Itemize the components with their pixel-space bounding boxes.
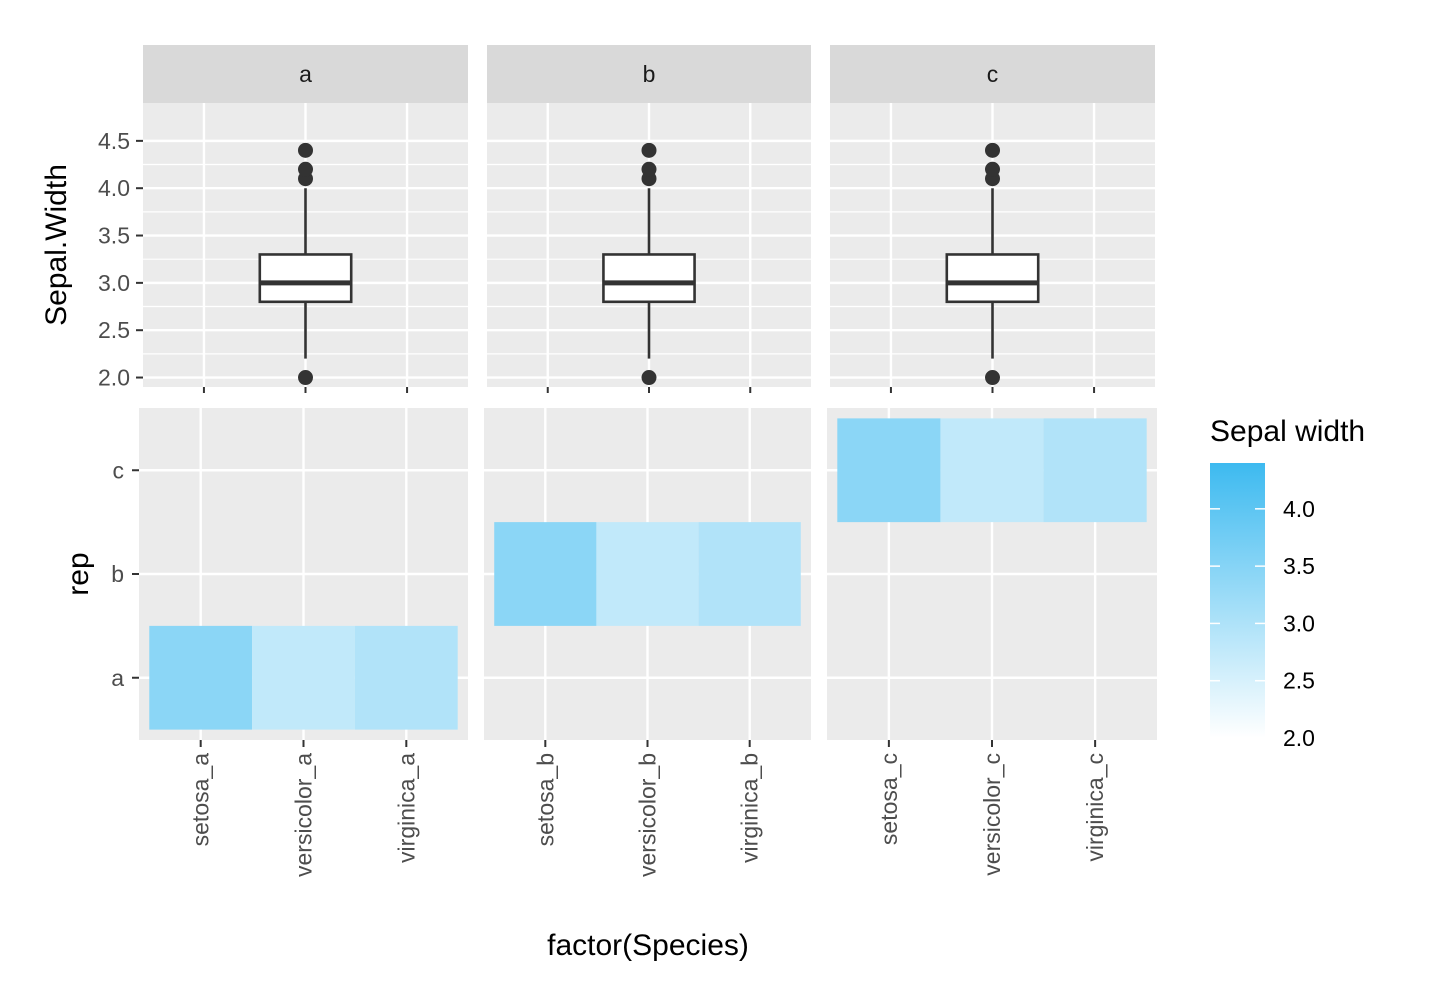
heat-tile-versicolor_a	[252, 625, 355, 730]
legend-tick-label: 3.5	[1283, 553, 1315, 579]
legend-colorbar	[1210, 463, 1265, 738]
heat-tile-setosa_b	[494, 522, 597, 626]
box-y-tick-label: 4.5	[98, 128, 130, 154]
heat-y-axis-title: rep	[62, 552, 95, 595]
heat-tile-versicolor_b	[596, 522, 699, 626]
box-outlier-point	[641, 142, 657, 158]
box-y-tick-label: 2.5	[98, 317, 130, 343]
box-outlier-point	[985, 161, 1000, 177]
facet-strip-a	[143, 45, 468, 103]
box-outlier-point	[641, 161, 657, 177]
heat-y-tick-label-b: b	[111, 561, 124, 587]
x-tick-label-virginica_c: virginica_c	[1082, 753, 1108, 862]
heat-tile-setosa_a	[149, 625, 253, 730]
legend-title: Sepal width	[1210, 415, 1365, 448]
box-y-tick-label: 4.0	[98, 175, 130, 201]
x-tick-label-setosa_a: setosa_a	[188, 753, 214, 847]
x-tick-label-virginica_b: virginica_b	[737, 753, 763, 863]
box-outlier-point	[985, 142, 1000, 158]
box-iqr	[258, 253, 353, 304]
facet-strip-label-a: a	[299, 61, 312, 87]
x-tick-label-versicolor_b: versicolor_b	[635, 753, 661, 877]
x-tick-label-setosa_c: setosa_c	[876, 753, 902, 845]
heat-tile-virginica_c	[1043, 418, 1147, 523]
box-iqr	[602, 253, 696, 304]
facet-strip-label-b: b	[643, 61, 656, 87]
x-tick-label-setosa_b: setosa_b	[532, 753, 558, 846]
x-tick-label-versicolor_a: versicolor_a	[291, 753, 317, 877]
box-iqr	[945, 253, 1040, 304]
heat-tile-virginica_a	[354, 625, 458, 730]
box-y-axis-title: Sepal.Width	[40, 164, 73, 326]
facet-strip-label-c: c	[987, 61, 999, 87]
facet-strip-b	[487, 45, 811, 103]
box-outlier-point	[298, 142, 313, 158]
box-outlier-point	[298, 161, 313, 177]
x-tick-label-versicolor_c: versicolor_c	[979, 753, 1005, 876]
box-outlier-point	[641, 370, 657, 386]
box-y-tick-label: 3.5	[98, 223, 130, 249]
legend-tick-label: 2.0	[1283, 725, 1315, 751]
box-y-tick-label: 2.0	[98, 365, 130, 391]
heat-y-tick-label-a: a	[111, 665, 124, 691]
heat-tile-setosa_c	[837, 418, 941, 523]
x-axis-title: factor(Species)	[547, 929, 749, 962]
box-outlier-point	[298, 370, 313, 386]
legend-tick-label: 3.0	[1283, 610, 1315, 636]
heat-y-tick-label-c: c	[113, 457, 125, 483]
box-outlier-point	[985, 370, 1000, 386]
x-tick-label-virginica_a: virginica_a	[393, 753, 419, 863]
legend-tick-label: 4.0	[1283, 496, 1315, 522]
legend-tick-label: 2.5	[1283, 668, 1315, 694]
heat-tile-virginica_b	[698, 522, 801, 626]
heat-tile-versicolor_c	[940, 418, 1044, 523]
box-y-tick-label: 3.0	[98, 270, 130, 296]
facet-strip-c	[830, 45, 1155, 103]
